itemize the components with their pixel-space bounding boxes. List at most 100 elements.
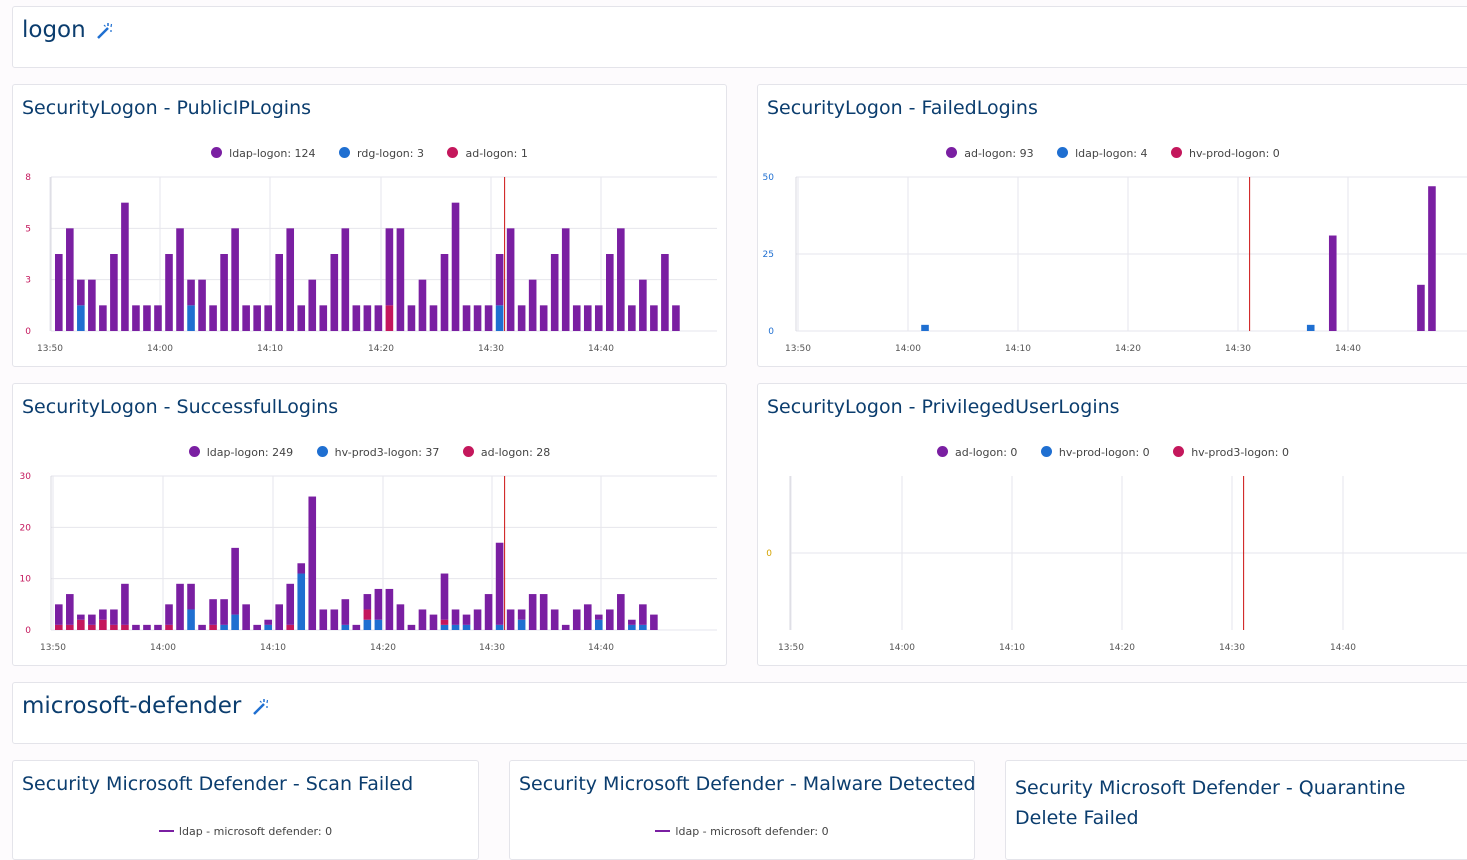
bar-ldap-logon xyxy=(297,305,306,331)
bar-ldap-logon xyxy=(628,619,636,625)
bar-ldap-logon xyxy=(396,228,405,331)
legend-dot xyxy=(1171,147,1182,158)
bar-ldap-logon xyxy=(385,228,394,306)
bar-ad-logon xyxy=(440,619,449,625)
bar-ldap-logon xyxy=(330,609,339,630)
bars xyxy=(55,496,658,630)
x-tick-label: 13:50 xyxy=(40,643,66,653)
bar-ldap-logon xyxy=(462,614,471,625)
bar-ldap-logon xyxy=(220,599,228,625)
bar-ldap-logon xyxy=(77,614,85,620)
bar-chart-public-ip-logins[interactable]: 8 5 3 0 13:50 14:00 14:10 14:20 14:30 14:40 xyxy=(13,85,727,367)
legend-item[interactable]: ldap - microsoft defender: 0 xyxy=(158,825,332,838)
x-tick-label: 14:20 xyxy=(1115,344,1141,354)
bar-ad-logon xyxy=(99,619,107,630)
bar-ldap-logon xyxy=(176,583,184,630)
legend-item[interactable]: rdg-logon: 3 xyxy=(339,147,424,160)
legend-item[interactable]: hv-prod3-logon: 37 xyxy=(316,446,440,459)
bar-ldap-logon xyxy=(440,254,449,331)
legend-item[interactable]: ad-logon: 1 xyxy=(447,147,528,160)
legend-label: ldap-logon: 124 xyxy=(229,147,316,160)
bar-ldap-logon xyxy=(209,305,217,331)
chart-grid xyxy=(789,476,1467,630)
bar-chart-failed-logins[interactable]: 50 25 0 13:50 14:00 14:10 14:20 14:30 14:40 xyxy=(758,85,1467,367)
legend-item[interactable]: ldap-logon: 4 xyxy=(1057,147,1148,160)
legend-line-swatch xyxy=(655,830,671,832)
bar-ldap-logon xyxy=(275,604,283,630)
bar-hv-prod3-logon xyxy=(594,619,603,630)
x-tick-label: 14:40 xyxy=(1330,643,1356,653)
bar-ldap-logon xyxy=(264,619,272,625)
legend-dot xyxy=(211,147,223,158)
bar-rdg-logon xyxy=(187,305,195,331)
legend-item[interactable]: hv-prod-logon: 0 xyxy=(1040,446,1150,459)
bar-hv-prod3-logon xyxy=(462,624,471,630)
x-tick-label: 13:50 xyxy=(37,344,63,354)
legend-item[interactable]: ad-logon: 93 xyxy=(946,147,1034,160)
x-tick-label: 14:00 xyxy=(895,344,921,354)
magic-wand-icon[interactable] xyxy=(251,698,269,716)
bar-ldap-logon xyxy=(363,305,372,331)
panel-privileged-user-logins: SecurityLogon - PrivilegedUserLogins ad-… xyxy=(757,383,1467,666)
x-tick-label: 14:00 xyxy=(150,643,176,653)
bar-ldap-logon xyxy=(308,279,317,331)
bar-ldap-logon xyxy=(583,305,592,331)
bar-ad-logon xyxy=(88,624,96,630)
bar-ldap-logon xyxy=(672,305,680,331)
panel-failed-logins: SecurityLogon - FailedLogins ad-logon: 9… xyxy=(757,84,1467,367)
panel-title: SecurityLogon - PrivilegedUserLogins xyxy=(767,396,1120,418)
chart-legend: ldap-logon: 124 rdg-logon: 3 ad-logon: 1 xyxy=(13,147,726,160)
legend-item[interactable]: ldap-logon: 249 xyxy=(188,446,294,459)
y-tick-label: 20 xyxy=(20,523,32,533)
legend-dot xyxy=(447,147,459,158)
bar-ldap-logon xyxy=(154,305,162,331)
legend-label: ldap-logon: 249 xyxy=(206,446,294,459)
x-tick-label: 14:20 xyxy=(368,344,394,354)
y-tick-label: 25 xyxy=(763,250,774,260)
bar-ad-logon xyxy=(110,624,118,630)
x-tick-label: 13:50 xyxy=(785,344,811,354)
bar-ldap-logon xyxy=(628,305,636,331)
magic-wand-icon[interactable] xyxy=(95,22,113,40)
panel-defender-quarantine-delete-failed: Security Microsoft Defender - Quarantine… xyxy=(1005,760,1467,860)
bar-chart-privileged-user-logins[interactable]: 0 13:50 14:00 14:10 14:20 14:30 14:40 xyxy=(758,384,1467,666)
bar-ldap-logon xyxy=(341,599,350,625)
x-tick-label: 14:20 xyxy=(1109,643,1135,653)
logon-section-title: logon xyxy=(22,17,113,43)
bar-ldap-logon xyxy=(132,624,140,630)
legend-label: hv-prod3-logon: 0 xyxy=(1191,446,1289,459)
legend-label: ldap-logon: 4 xyxy=(1075,147,1148,160)
legend-label: hv-prod3-logon: 37 xyxy=(334,446,440,459)
bar-ldap-logon xyxy=(363,594,372,610)
legend-item[interactable]: ldap-logon: 124 xyxy=(211,147,316,160)
bar-hv-prod3-logon xyxy=(363,619,372,630)
bar-ldap-logon xyxy=(484,305,493,331)
x-tick-label: 14:10 xyxy=(1005,344,1031,354)
legend-item[interactable]: hv-prod-logon: 0 xyxy=(1171,147,1280,160)
legend-dot xyxy=(946,147,958,158)
bar-ad-logon xyxy=(165,624,173,630)
legend-item[interactable]: ldap - microsoft defender: 0 xyxy=(655,825,829,838)
bar-ldap-logon xyxy=(319,305,328,331)
legend-line-swatch xyxy=(158,830,174,832)
legend-label: ad-logon: 0 xyxy=(955,446,1018,459)
bar-ldap-logon xyxy=(921,324,929,331)
y-tick-label: 8 xyxy=(25,173,31,183)
bar-ldap-logon xyxy=(594,614,603,620)
bar-ldap-logon xyxy=(429,305,438,331)
y-tick-label: 0 xyxy=(768,327,774,337)
bar-ldap-logon xyxy=(484,594,493,630)
y-tick-label: 10 xyxy=(20,575,32,585)
legend-item[interactable]: ad-logon: 0 xyxy=(937,446,1017,459)
chart-grid xyxy=(795,176,1467,332)
bar-ldap-logon xyxy=(528,594,537,630)
x-tick-label: 14:40 xyxy=(588,643,614,653)
bar-ldap-logon xyxy=(617,228,625,331)
legend-item[interactable]: hv-prod3-logon: 0 xyxy=(1173,446,1289,459)
bar-ldap-logon xyxy=(506,228,515,331)
bar-hv-prod3-logon xyxy=(231,614,239,630)
bar-ldap-logon xyxy=(55,604,63,625)
bar-chart-successful-logins[interactable]: 30 20 10 0 13:50 14:00 14:10 14:20 14:30 14:40 xyxy=(13,384,727,666)
legend-item[interactable]: ad-logon: 28 xyxy=(462,446,550,459)
bar-ldap-logon xyxy=(275,254,283,331)
